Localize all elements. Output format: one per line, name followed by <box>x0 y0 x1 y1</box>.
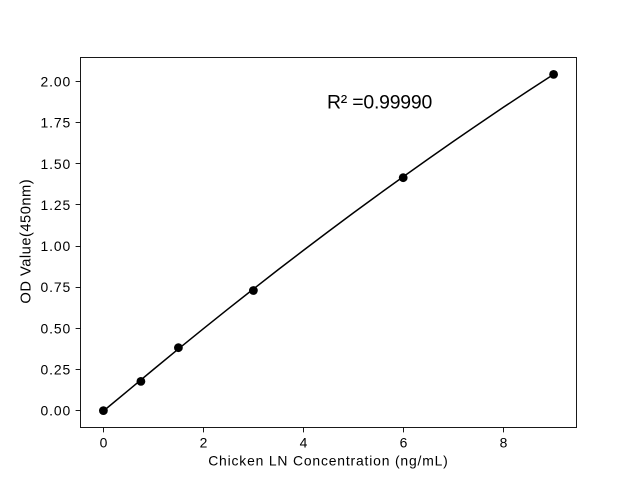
svg-text:OD Value(450nm): OD Value(450nm) <box>18 179 34 304</box>
svg-text:0: 0 <box>100 435 108 451</box>
svg-text:2: 2 <box>200 435 208 451</box>
svg-text:1.00: 1.00 <box>41 238 72 254</box>
svg-text:R² =0.99990: R² =0.99990 <box>327 92 432 114</box>
svg-text:8: 8 <box>500 435 508 451</box>
svg-text:4: 4 <box>300 435 308 451</box>
svg-text:Chicken LN Concentration (ng/m: Chicken LN Concentration (ng/mL) <box>208 453 448 469</box>
svg-text:1.50: 1.50 <box>41 156 72 172</box>
svg-text:0.50: 0.50 <box>41 320 72 336</box>
svg-text:1.75: 1.75 <box>41 115 72 131</box>
svg-text:6: 6 <box>400 435 408 451</box>
svg-text:0.75: 0.75 <box>41 279 72 295</box>
svg-text:2.00: 2.00 <box>41 74 72 90</box>
svg-text:0.00: 0.00 <box>41 403 72 419</box>
svg-text:0.25: 0.25 <box>41 361 72 377</box>
svg-text:1.25: 1.25 <box>41 197 72 213</box>
